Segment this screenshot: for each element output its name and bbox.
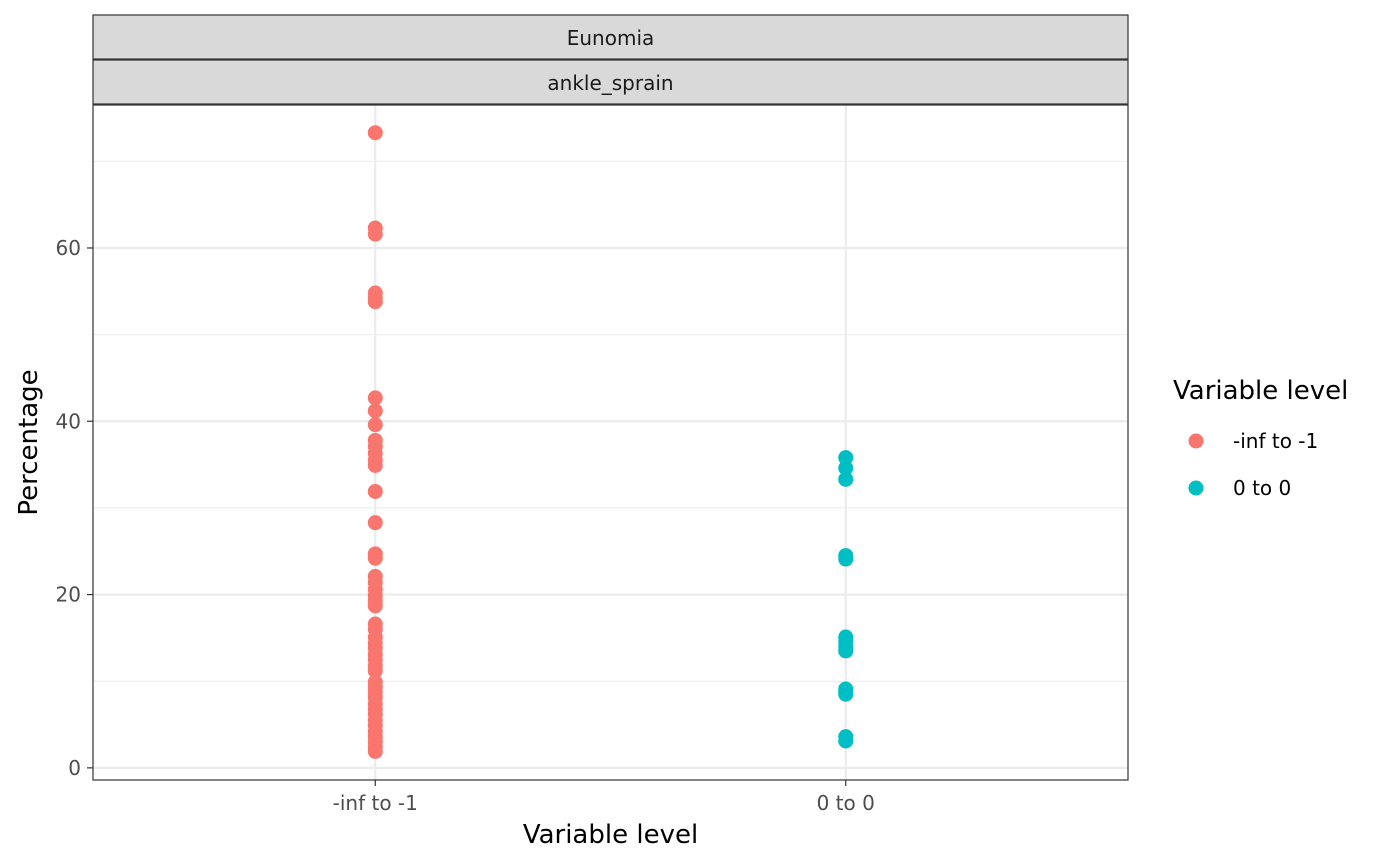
data-point bbox=[367, 457, 383, 473]
y-axis-title: Percentage bbox=[14, 369, 44, 515]
facet-label-2: ankle_sprain bbox=[547, 71, 673, 95]
data-point bbox=[838, 733, 854, 749]
x-tick-label: 0 to 0 bbox=[817, 791, 875, 815]
legend: Variable level -inf to -1 0 to 0 bbox=[1173, 376, 1348, 500]
data-point bbox=[367, 483, 383, 499]
facet-strip-2: ankle_sprain bbox=[92, 59, 1129, 105]
legend-title: Variable level bbox=[1173, 376, 1348, 406]
y-tick-label: 40 bbox=[56, 409, 81, 433]
data-point bbox=[367, 417, 383, 433]
data-point bbox=[838, 450, 854, 466]
legend-label: -inf to -1 bbox=[1233, 429, 1318, 453]
data-point bbox=[367, 550, 383, 566]
legend-key bbox=[1188, 433, 1204, 449]
facet-label-1: Eunomia bbox=[567, 26, 655, 50]
plot-panel-border bbox=[92, 104, 1129, 781]
data-point bbox=[367, 663, 383, 679]
data-point bbox=[367, 743, 383, 759]
data-point bbox=[367, 598, 383, 614]
y-tick-label: 60 bbox=[56, 236, 81, 260]
data-point bbox=[367, 515, 383, 531]
data-point bbox=[838, 551, 854, 567]
y-tick-label: 0 bbox=[68, 756, 81, 780]
x-axis-title: Variable level bbox=[523, 820, 698, 850]
x-tick-label: -inf to -1 bbox=[333, 791, 418, 815]
data-point bbox=[838, 686, 854, 702]
data-points bbox=[367, 125, 854, 759]
facet-strip-1: Eunomia bbox=[92, 14, 1129, 60]
legend-label: 0 to 0 bbox=[1233, 476, 1291, 500]
data-point bbox=[367, 403, 383, 419]
data-point bbox=[838, 643, 854, 659]
y-tick-label: 20 bbox=[56, 583, 81, 607]
data-point bbox=[367, 390, 383, 406]
y-axis: 0 20 40 60 bbox=[56, 236, 93, 780]
data-point bbox=[367, 294, 383, 310]
x-axis: -inf to -1 0 to 0 bbox=[333, 780, 875, 815]
data-point bbox=[367, 226, 383, 242]
legend-key bbox=[1188, 480, 1204, 496]
data-point bbox=[367, 125, 383, 141]
data-point bbox=[838, 460, 854, 476]
plot-panel bbox=[93, 105, 1128, 780]
data-point bbox=[838, 471, 854, 487]
